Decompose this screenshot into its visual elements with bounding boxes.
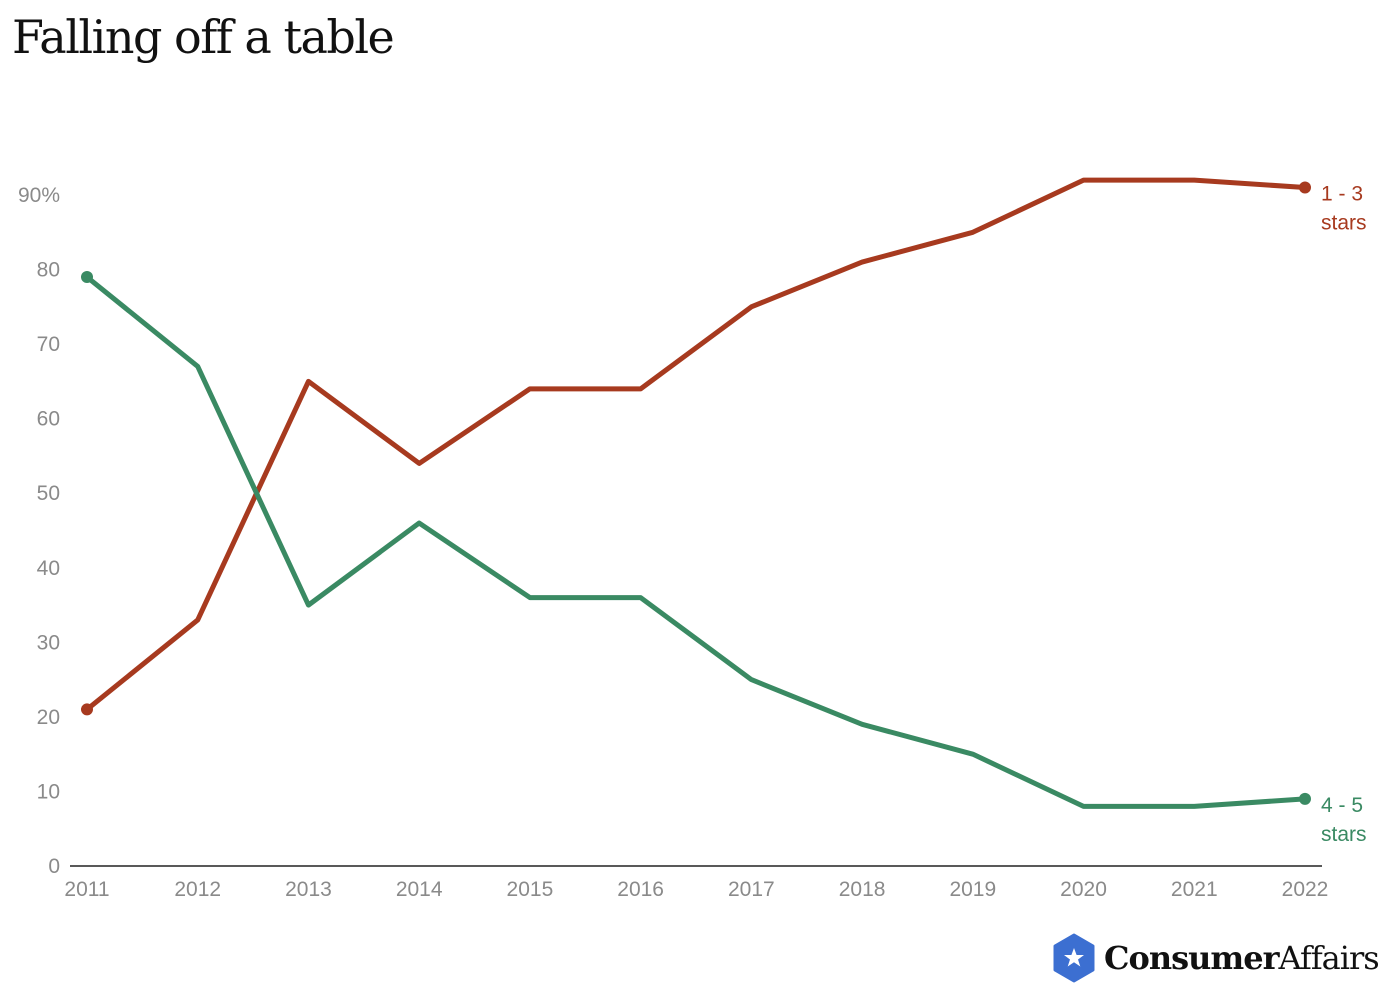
y-tick-label: 30 bbox=[37, 631, 60, 654]
x-tick-label: 2013 bbox=[285, 878, 332, 901]
logo-wordmark: ConsumerAffairs bbox=[1104, 939, 1380, 977]
data-point bbox=[81, 271, 93, 284]
data-point bbox=[1299, 792, 1311, 805]
x-tick-label: 2018 bbox=[839, 878, 886, 901]
logo-text-bold: Consumer bbox=[1104, 939, 1279, 977]
x-tick-label: 2016 bbox=[617, 878, 664, 901]
x-tick-label: 2014 bbox=[396, 878, 443, 901]
x-tick-label: 2022 bbox=[1282, 878, 1329, 901]
series-label: 4 - 5 bbox=[1321, 794, 1363, 817]
y-tick-label: 60 bbox=[37, 408, 60, 431]
series-label: 1 - 3 bbox=[1321, 183, 1363, 206]
x-tick-label: 2017 bbox=[728, 878, 775, 901]
x-tick-label: 2020 bbox=[1060, 878, 1107, 901]
series-label: stars bbox=[1321, 212, 1367, 235]
data-point bbox=[81, 703, 93, 716]
y-tick-label: 90% bbox=[18, 184, 60, 207]
series-line-0 bbox=[84, 177, 1308, 712]
x-tick-label: 2012 bbox=[174, 878, 221, 901]
y-tick-label: 70 bbox=[37, 333, 60, 356]
y-tick-label: 40 bbox=[37, 557, 60, 580]
x-tick-label: 2011 bbox=[64, 878, 109, 901]
consumeraffairs-logo: ConsumerAffairs bbox=[1052, 933, 1380, 983]
x-tick-label: 2019 bbox=[949, 878, 996, 901]
y-tick-label: 10 bbox=[37, 780, 60, 803]
data-point bbox=[1299, 181, 1311, 194]
series-label: stars bbox=[1321, 823, 1367, 846]
x-tick-label: 2015 bbox=[507, 878, 554, 901]
y-tick-label: 80 bbox=[37, 259, 60, 282]
logo-text-regular: Affairs bbox=[1278, 939, 1379, 977]
chart-title: Falling off a table bbox=[12, 10, 395, 64]
y-tick-label: 20 bbox=[37, 706, 60, 729]
series-line-1 bbox=[84, 274, 1308, 809]
y-tick-label: 0 bbox=[48, 855, 60, 878]
y-tick-label: 50 bbox=[37, 482, 60, 505]
x-tick-label: 2021 bbox=[1171, 878, 1218, 901]
star-hexagon-icon bbox=[1053, 933, 1095, 983]
